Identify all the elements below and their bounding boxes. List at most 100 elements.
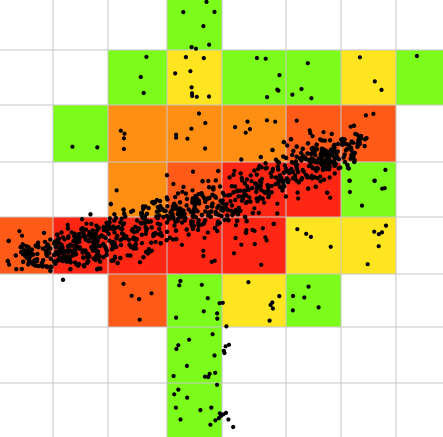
data-point-593	[282, 163, 288, 168]
data-point-584	[104, 228, 110, 234]
data-point-931	[176, 343, 181, 348]
data-point-906	[131, 208, 136, 213]
data-point-845	[86, 251, 91, 256]
data-point-949	[174, 346, 179, 352]
data-point-944	[275, 201, 280, 206]
data-point-825	[327, 158, 333, 163]
data-point-881	[171, 181, 176, 187]
data-point-992	[247, 127, 252, 132]
data-point-722	[155, 215, 160, 221]
data-point-784	[323, 157, 329, 163]
data-point-887	[244, 228, 249, 233]
data-point-683	[57, 257, 62, 262]
data-point-874	[185, 395, 190, 400]
data-point-821	[324, 190, 330, 196]
density-cell-r0-c5	[286, 0, 341, 50]
data-point-617	[42, 239, 48, 245]
data-point-834	[302, 155, 308, 161]
data-point-329	[301, 169, 306, 174]
data-point-854	[379, 87, 384, 92]
data-point-719	[165, 214, 171, 220]
data-point-905	[328, 244, 333, 249]
data-point-691	[25, 249, 31, 254]
data-point-525	[292, 175, 297, 180]
data-point-548	[250, 185, 255, 191]
density-cell-r5-c0	[0, 274, 53, 327]
data-point-457	[248, 173, 253, 178]
data-point-770	[200, 178, 205, 184]
data-point-408	[51, 252, 57, 258]
data-point-1022	[223, 344, 228, 349]
data-point-89	[157, 226, 162, 232]
data-point-1006	[180, 189, 185, 194]
data-point-588	[320, 165, 326, 170]
data-point-831	[314, 142, 319, 147]
data-point-65	[65, 226, 71, 231]
data-point-763	[212, 194, 218, 199]
data-point-557	[349, 139, 354, 144]
data-point-903	[309, 96, 314, 101]
data-point-965	[138, 74, 143, 80]
data-point-894	[252, 228, 257, 233]
data-point-937	[19, 250, 24, 255]
data-point-835	[319, 146, 325, 152]
data-point-430	[262, 189, 267, 194]
data-point-37	[206, 185, 212, 190]
data-point-782	[319, 156, 325, 162]
data-point-289	[254, 189, 259, 195]
data-point-823	[305, 141, 311, 146]
data-point-558	[107, 220, 112, 225]
data-point-1017	[231, 424, 236, 430]
data-point-460	[227, 175, 232, 180]
data-point-355	[40, 246, 46, 251]
data-point-286	[142, 220, 148, 226]
data-point-765	[165, 197, 170, 202]
data-point-1018	[226, 417, 231, 422]
data-point-939	[19, 233, 25, 238]
data-point-860	[379, 230, 385, 235]
data-point-618	[269, 183, 274, 189]
data-point-964	[276, 88, 281, 93]
data-point-376	[60, 277, 66, 282]
data-point-933	[184, 363, 189, 368]
data-point-690	[82, 263, 87, 269]
data-point-756	[190, 210, 196, 215]
data-point-979	[376, 244, 381, 249]
data-point-779	[173, 228, 179, 233]
data-point-1025	[217, 301, 222, 306]
data-point-129	[215, 205, 220, 210]
data-point-977	[173, 71, 178, 76]
data-point-762	[222, 217, 227, 223]
data-point-1016	[215, 311, 220, 316]
data-point-878	[363, 113, 368, 118]
data-point-704	[43, 248, 49, 254]
data-point-472	[335, 149, 340, 154]
data-point-963	[239, 242, 244, 247]
data-point-892	[152, 232, 157, 237]
data-point-239	[273, 181, 278, 187]
data-point-99	[35, 240, 41, 245]
density-cell-r0-c0	[0, 0, 53, 50]
data-point-989	[382, 186, 387, 191]
data-point-81	[41, 230, 47, 236]
data-point-781	[281, 170, 287, 175]
data-point-720	[210, 201, 215, 206]
data-point-716	[216, 212, 221, 218]
data-point-1024	[215, 316, 220, 321]
data-point-973	[92, 232, 98, 238]
data-point-769	[226, 217, 231, 223]
data-point-932	[304, 231, 309, 236]
data-point-970	[270, 169, 275, 174]
data-point-752	[158, 241, 163, 246]
data-point-462	[344, 141, 349, 147]
data-point-1023	[226, 342, 232, 347]
data-point-734	[203, 209, 208, 214]
data-point-131	[197, 201, 202, 206]
data-point-19	[112, 230, 117, 235]
data-point-555	[139, 221, 144, 226]
data-point-885	[383, 167, 388, 172]
data-point-774	[139, 210, 145, 216]
data-point-1008	[149, 248, 154, 253]
data-point-425	[225, 207, 230, 213]
data-point-323	[351, 123, 357, 128]
